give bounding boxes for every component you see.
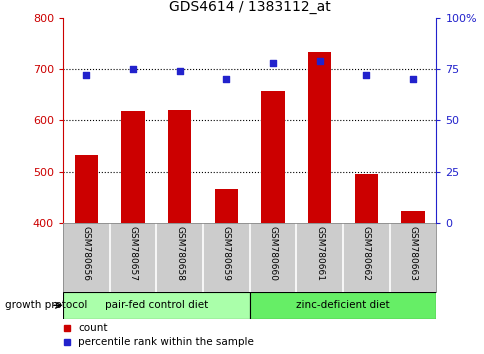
Text: GSM780659: GSM780659 — [222, 227, 230, 281]
Text: GSM780661: GSM780661 — [315, 227, 324, 281]
Bar — [121, 111, 144, 223]
Bar — [354, 174, 378, 223]
Point — [408, 76, 416, 82]
Title: GDS4614 / 1383112_at: GDS4614 / 1383112_at — [168, 0, 330, 14]
Text: GSM780658: GSM780658 — [175, 227, 184, 281]
Bar — [75, 155, 98, 223]
Point — [82, 72, 90, 78]
Text: count: count — [78, 322, 107, 332]
Text: GSM780662: GSM780662 — [361, 227, 370, 281]
Text: GSM780660: GSM780660 — [268, 227, 277, 281]
Point — [269, 60, 276, 66]
Text: GSM780657: GSM780657 — [128, 227, 137, 281]
Bar — [214, 189, 238, 223]
Text: percentile rank within the sample: percentile rank within the sample — [78, 337, 253, 348]
Bar — [63, 292, 249, 319]
Point — [222, 76, 230, 82]
Text: growth protocol: growth protocol — [5, 300, 87, 310]
Bar — [307, 52, 331, 223]
Bar — [261, 91, 284, 223]
Text: GSM780656: GSM780656 — [82, 227, 91, 281]
Point — [129, 66, 136, 72]
Text: zinc-deficient diet: zinc-deficient diet — [296, 300, 389, 310]
Bar — [249, 292, 436, 319]
Text: pair-fed control diet: pair-fed control diet — [105, 300, 208, 310]
Bar — [401, 211, 424, 223]
Bar — [168, 110, 191, 223]
Point — [362, 72, 370, 78]
Text: GSM780663: GSM780663 — [408, 227, 417, 281]
Point — [315, 58, 323, 64]
Point — [176, 68, 183, 74]
